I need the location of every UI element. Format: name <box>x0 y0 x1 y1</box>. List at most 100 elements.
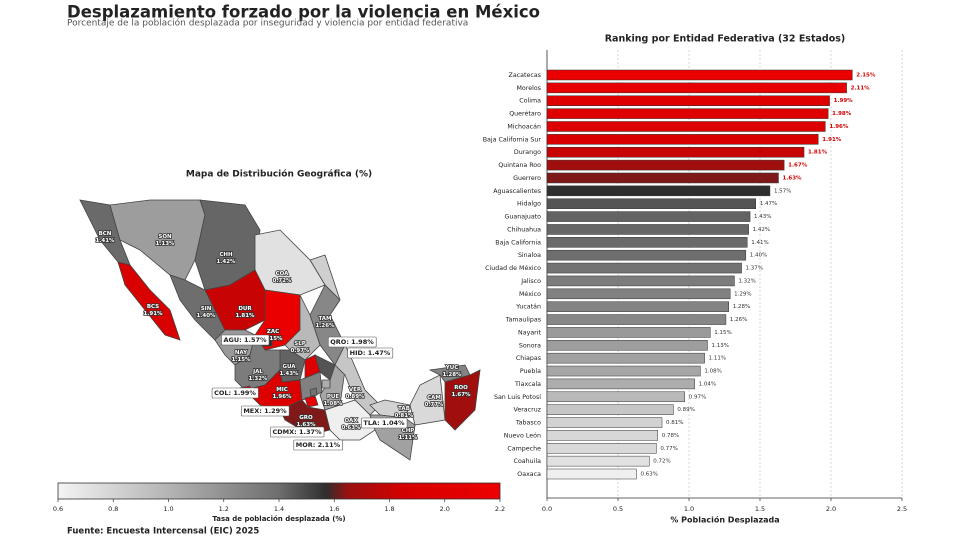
value-label: 0.97% <box>689 394 706 400</box>
state-value: 1.91% <box>143 311 163 317</box>
colorbar-tick-label: 1.2 <box>219 505 229 513</box>
map-title: Mapa de Distribución Geográfica (%) <box>186 169 372 180</box>
state-value: 1.32% <box>248 376 268 382</box>
state-shape <box>321 379 331 389</box>
state-value: 0.77% <box>424 402 444 408</box>
bar <box>546 275 735 287</box>
x-axis-label: % Población Desplazada <box>670 515 779 525</box>
bar <box>546 95 830 106</box>
colorbar-tick-label: 1.0 <box>163 505 173 513</box>
state-shape <box>369 399 411 419</box>
callout-label: COL: 1.99% <box>214 389 256 397</box>
callout-box <box>211 387 259 399</box>
y-tick-label: Puebla <box>520 368 541 375</box>
state-value: 2.15% <box>263 336 283 342</box>
y-tick-label: Quintana Roo <box>498 162 541 169</box>
bar <box>546 134 819 145</box>
value-label: 1.47% <box>760 201 777 207</box>
bar <box>546 82 847 94</box>
bar <box>546 108 829 119</box>
state-value: 1.15% <box>231 357 251 363</box>
state-code: YUC <box>445 365 459 371</box>
colorbar-tick-label: 1.4 <box>274 505 284 513</box>
state-code: COA <box>276 271 290 277</box>
callout-box <box>361 417 408 429</box>
state-value: 1.40% <box>196 313 216 319</box>
state-code: NAY <box>235 350 248 356</box>
bar <box>546 443 657 454</box>
bar <box>546 69 853 81</box>
bar <box>546 301 730 312</box>
y-tick-label: Ciudad de México <box>485 264 541 272</box>
bar <box>546 262 742 274</box>
callout-label: MOR: 2.11% <box>296 441 341 449</box>
state-code: BCS <box>147 304 159 310</box>
state-code: ROO <box>454 385 468 391</box>
state-code: TAB <box>398 406 410 412</box>
state-code: BCN <box>99 231 112 237</box>
callout-label: TLA: 1.04% <box>363 419 405 427</box>
y-tick-label: Chiapas <box>516 355 541 362</box>
value-label: 0.81% <box>666 420 683 426</box>
state-value: 0.97% <box>290 348 310 354</box>
state-value: 1.81% <box>235 313 255 319</box>
state-value: 1.26% <box>315 323 335 329</box>
bar <box>546 340 708 351</box>
state-value: 0.72% <box>272 278 292 284</box>
y-tick-label: Veracruz <box>514 407 542 414</box>
value-label: 1.11% <box>709 356 726 362</box>
state-value: 1.42% <box>216 259 236 265</box>
state-value: 1.13% <box>155 241 175 247</box>
subtitle: Porcentaje de la población desplazada po… <box>67 18 468 29</box>
y-tick-label: Sonora <box>519 342 541 349</box>
y-tick-label: Jalisco <box>520 278 541 285</box>
y-tick-label: Nuevo León <box>504 431 541 439</box>
state-value: 1.08% <box>323 401 343 407</box>
bar <box>546 159 785 171</box>
callout-label: QRO: 1.98% <box>330 338 374 346</box>
y-tick-label: Zacatecas <box>509 72 541 79</box>
y-tick-label: Tlaxcala <box>514 381 541 388</box>
colorbar-label: Tasa de población desplazada (%) <box>212 515 345 523</box>
state-code: SON <box>158 234 172 240</box>
y-tick-label: Querétaro <box>509 110 541 118</box>
bar <box>546 172 779 184</box>
state-shape <box>117 261 181 341</box>
state-value: 1.28% <box>442 372 462 378</box>
state-value: 1.96% <box>272 394 292 400</box>
y-tick-label: Michoacán <box>507 122 541 130</box>
bar <box>546 121 826 132</box>
y-tick-label: Durango <box>514 149 541 156</box>
bar <box>546 365 701 377</box>
colorbar-tick-label: 1.8 <box>384 505 394 513</box>
callout-box <box>221 334 270 346</box>
value-label: 1.40% <box>750 253 767 259</box>
value-label: 1.28% <box>733 304 750 310</box>
y-tick-label: Sinaloa <box>518 252 541 259</box>
state-shape <box>109 199 206 281</box>
value-label: 1.67% <box>788 163 808 169</box>
state-code: VER <box>349 387 362 393</box>
callout-label: MEX: 1.29% <box>243 407 287 415</box>
state-value: 1.11% <box>398 435 418 441</box>
state-code: CHP <box>402 428 415 434</box>
colorbar-tick-label: 2.2 <box>495 505 505 513</box>
y-tick-label: Baja California <box>495 239 541 246</box>
y-tick-label: Coahuila <box>514 458 542 465</box>
callout-box <box>327 336 377 348</box>
x-tick-label: 1.5 <box>755 505 765 513</box>
y-tick-label: Colima <box>519 98 541 105</box>
source: Fuente: Encuesta Intercensal (EIC) 2025 <box>67 527 259 537</box>
value-label: 1.42% <box>753 227 770 233</box>
y-tick-label: Baja California Sur <box>483 136 542 143</box>
y-tick-label: Aguascalientes <box>493 188 541 195</box>
value-label: 0.63% <box>640 472 657 478</box>
state-shape <box>444 369 481 431</box>
state-value: 0.63% <box>341 425 361 431</box>
value-label: 1.15% <box>714 330 731 336</box>
state-code: MIC <box>276 387 288 393</box>
bar <box>546 185 771 197</box>
state-code: SIN <box>201 306 212 312</box>
value-label: 1.08% <box>704 369 721 375</box>
y-tick-label: México <box>519 290 541 298</box>
